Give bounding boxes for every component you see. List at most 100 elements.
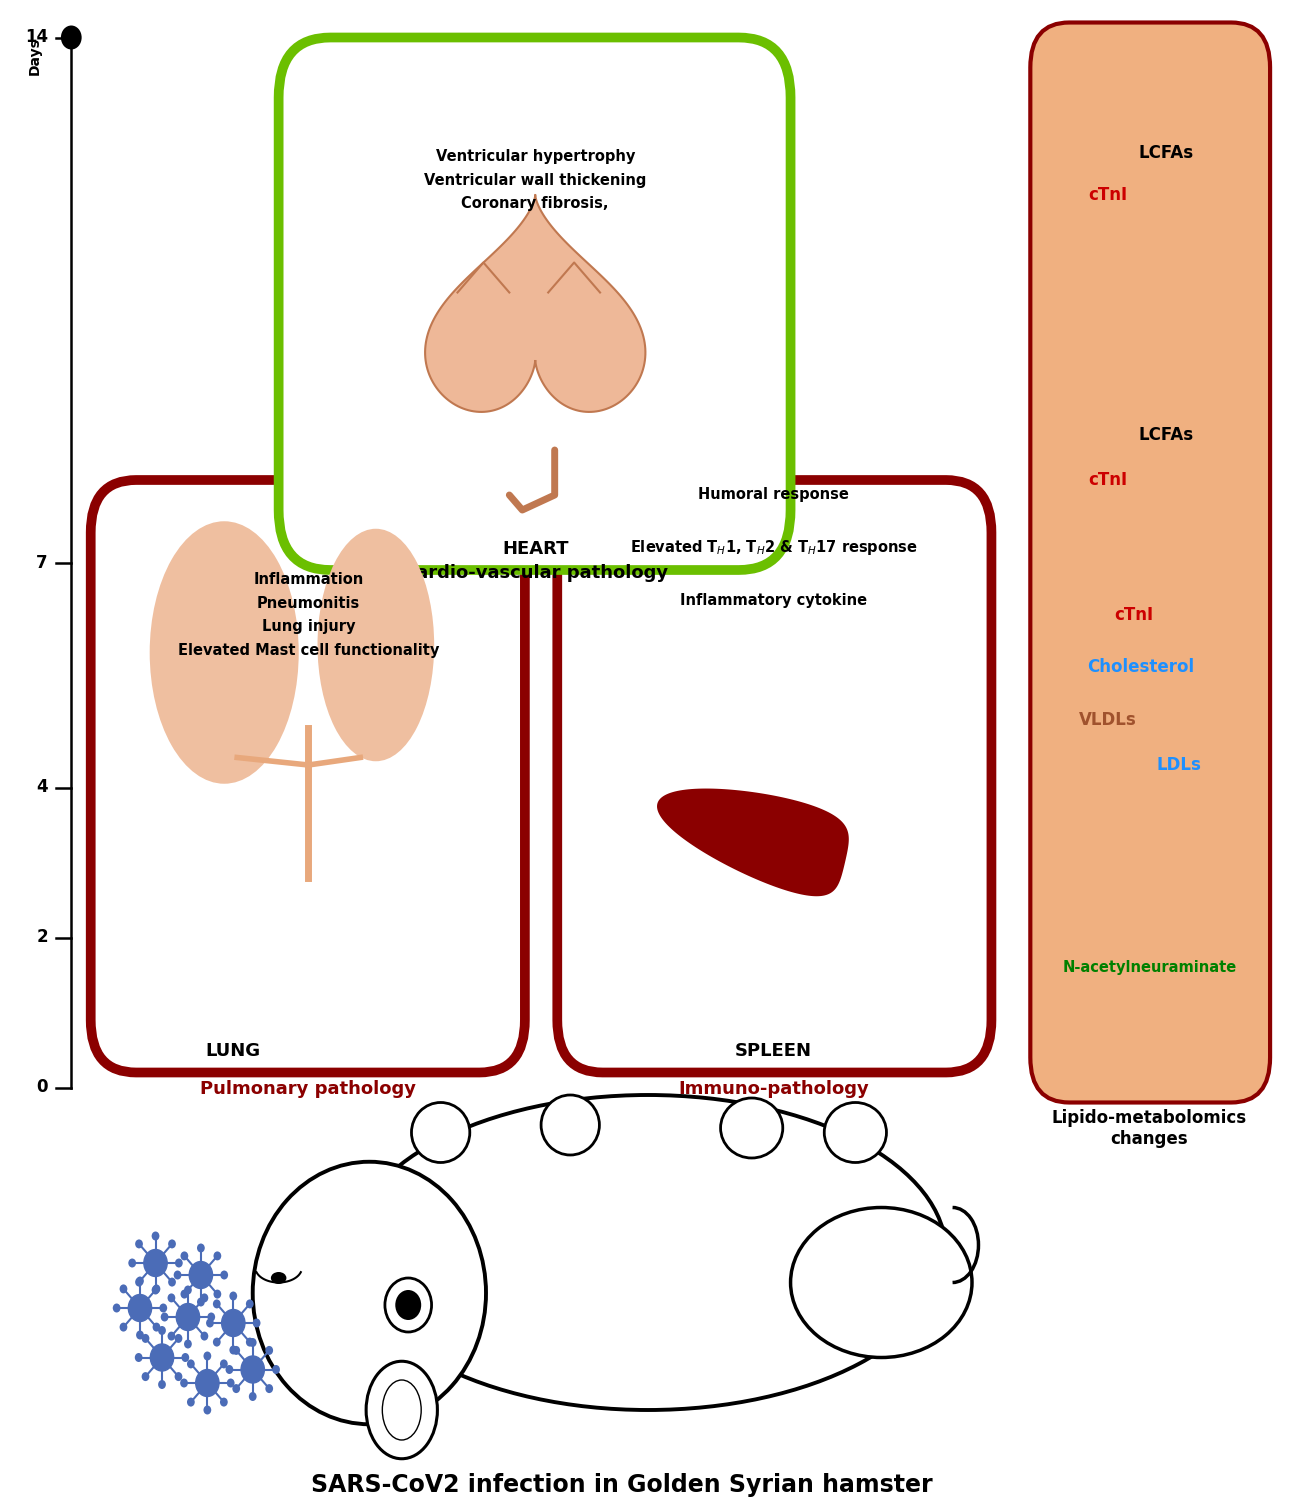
Text: Inflammation
Pneumonitis
Lung injury
Elevated Mast cell functionality: Inflammation Pneumonitis Lung injury Ele… <box>178 573 439 657</box>
Circle shape <box>144 1250 167 1276</box>
Circle shape <box>246 1299 254 1308</box>
Circle shape <box>180 1378 188 1388</box>
Circle shape <box>135 1278 143 1287</box>
Circle shape <box>180 1251 188 1260</box>
Circle shape <box>206 1318 214 1328</box>
Circle shape <box>153 1323 161 1332</box>
Circle shape <box>180 1290 188 1299</box>
Circle shape <box>214 1251 222 1260</box>
Circle shape <box>128 1258 136 1268</box>
Circle shape <box>128 1294 152 1322</box>
Ellipse shape <box>412 1102 470 1162</box>
FancyBboxPatch shape <box>1030 22 1270 1102</box>
Ellipse shape <box>149 522 298 784</box>
Circle shape <box>152 1232 159 1240</box>
Circle shape <box>158 1380 166 1389</box>
Circle shape <box>232 1346 240 1354</box>
Circle shape <box>272 1365 280 1374</box>
Circle shape <box>119 1323 127 1332</box>
FancyBboxPatch shape <box>91 480 525 1072</box>
Text: Days: Days <box>29 38 41 75</box>
Circle shape <box>189 1262 213 1288</box>
Circle shape <box>113 1304 121 1312</box>
Circle shape <box>201 1293 209 1302</box>
Circle shape <box>229 1292 237 1300</box>
Ellipse shape <box>318 528 434 760</box>
Text: LUNG: LUNG <box>206 1042 260 1060</box>
Circle shape <box>214 1290 222 1299</box>
Text: cTnI: cTnI <box>1115 606 1153 624</box>
Circle shape <box>175 1258 183 1268</box>
Polygon shape <box>657 789 849 895</box>
Circle shape <box>241 1356 264 1383</box>
Circle shape <box>187 1398 194 1407</box>
Circle shape <box>141 1334 149 1342</box>
Ellipse shape <box>540 1095 599 1155</box>
Circle shape <box>187 1359 194 1368</box>
Text: Inflammatory cytokine: Inflammatory cytokine <box>680 592 867 608</box>
Circle shape <box>158 1326 166 1335</box>
Circle shape <box>197 1244 205 1252</box>
Circle shape <box>207 1312 215 1322</box>
Text: SARS-CoV2 infection in Golden Syrian hamster: SARS-CoV2 infection in Golden Syrian ham… <box>311 1473 933 1497</box>
Text: cTnI: cTnI <box>1089 186 1128 204</box>
FancyBboxPatch shape <box>557 480 991 1072</box>
Circle shape <box>196 1370 219 1396</box>
Text: VLDLs: VLDLs <box>1080 711 1137 729</box>
Ellipse shape <box>824 1102 886 1162</box>
Text: Immuno-pathology: Immuno-pathology <box>678 1080 870 1098</box>
Circle shape <box>201 1332 209 1341</box>
Circle shape <box>136 1276 144 1286</box>
Circle shape <box>213 1299 220 1308</box>
Circle shape <box>168 1278 176 1287</box>
Ellipse shape <box>791 1208 972 1358</box>
Polygon shape <box>425 195 645 412</box>
Circle shape <box>167 1293 175 1302</box>
Text: 2: 2 <box>36 928 48 946</box>
Text: cTnI: cTnI <box>1089 471 1128 489</box>
Circle shape <box>227 1378 235 1388</box>
Circle shape <box>385 1278 432 1332</box>
Text: 14: 14 <box>25 28 48 46</box>
Circle shape <box>266 1346 273 1354</box>
Circle shape <box>220 1270 228 1280</box>
FancyBboxPatch shape <box>279 38 791 570</box>
Circle shape <box>159 1304 167 1312</box>
Text: SPLEEN: SPLEEN <box>735 1042 813 1060</box>
Text: LCFAs: LCFAs <box>1139 144 1194 162</box>
Circle shape <box>61 26 82 50</box>
Circle shape <box>175 1372 183 1382</box>
Circle shape <box>249 1338 257 1347</box>
Text: Cholesterol: Cholesterol <box>1087 658 1194 676</box>
Text: 4: 4 <box>36 778 48 796</box>
Circle shape <box>150 1344 174 1371</box>
Circle shape <box>203 1406 211 1414</box>
Circle shape <box>184 1286 192 1294</box>
Circle shape <box>213 1338 220 1347</box>
Circle shape <box>226 1365 233 1374</box>
Circle shape <box>176 1304 200 1330</box>
Circle shape <box>253 1318 260 1328</box>
Circle shape <box>153 1284 161 1293</box>
Text: Elevated T$_H$1, T$_H$2 & T$_H$17 response: Elevated T$_H$1, T$_H$2 & T$_H$17 respon… <box>630 538 918 556</box>
Text: HEART: HEART <box>502 540 569 558</box>
Circle shape <box>167 1332 175 1341</box>
Circle shape <box>246 1338 254 1347</box>
Circle shape <box>181 1353 189 1362</box>
Text: Cardio-vascular pathology: Cardio-vascular pathology <box>403 564 667 582</box>
Circle shape <box>249 1392 257 1401</box>
Circle shape <box>222 1310 245 1336</box>
Circle shape <box>135 1353 143 1362</box>
Circle shape <box>161 1312 168 1322</box>
Circle shape <box>220 1359 228 1368</box>
Text: Ventricular hypertrophy
Ventricular wall thickening
Coronary fibrosis,: Ventricular hypertrophy Ventricular wall… <box>424 148 647 211</box>
Text: 7: 7 <box>36 554 48 572</box>
Ellipse shape <box>271 1272 286 1284</box>
Circle shape <box>197 1298 205 1306</box>
Circle shape <box>395 1290 421 1320</box>
Circle shape <box>135 1239 143 1248</box>
Circle shape <box>119 1284 127 1293</box>
Text: N-acetylneuraminate: N-acetylneuraminate <box>1063 960 1236 975</box>
Circle shape <box>229 1346 237 1354</box>
Circle shape <box>266 1384 273 1394</box>
